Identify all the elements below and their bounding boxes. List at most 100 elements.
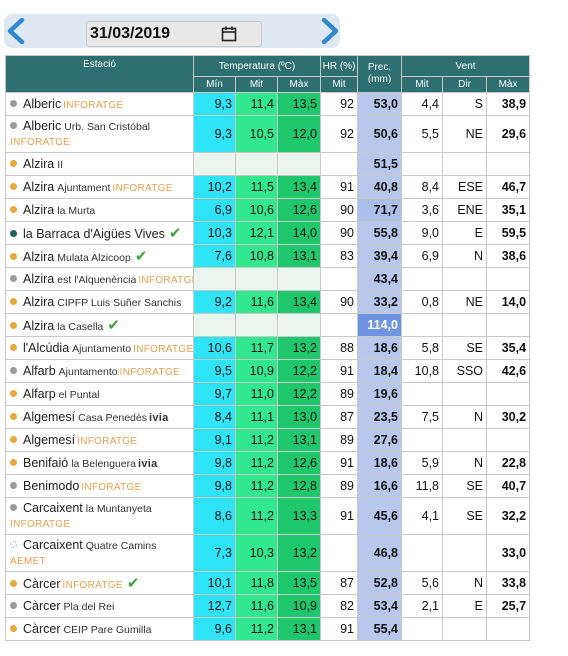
station-name[interactable]: Algemesí (23, 433, 76, 447)
chevron-left-icon[interactable] (6, 18, 28, 44)
station-cell[interactable]: Alfarp el Puntal (5, 382, 194, 406)
table-row[interactable]: Alzira CIPFP Luis Suñer Sanchis 9,2 11,6 13,… (5, 290, 531, 314)
station-cell[interactable]: Algemesí INFORATGE (5, 428, 194, 452)
station-cell[interactable]: Alzira Mulata Alzicoop ✔ (5, 244, 194, 268)
station-cell[interactable]: Alzira est l'Alquenència INFORATGE (5, 267, 194, 291)
col-precipitation[interactable]: Prec. (mm) (357, 55, 403, 93)
col-wind-dir[interactable]: Dir (442, 76, 488, 93)
wind-dir-cell: NE (442, 115, 488, 153)
precipitation-cell: 52,8 (357, 571, 403, 595)
table-row[interactable]: Alberic Urb. San Cristóbal INFORATGE 9,3 10,… (5, 115, 531, 153)
table-row[interactable]: l'Alcúdia Ajuntamento INFORATGE 10,6 11,7 13,… (5, 336, 531, 360)
station-cell[interactable]: Alzira CIPFP Luis Suñer Sanchis (5, 290, 194, 314)
station-name[interactable]: Càrcer (23, 599, 61, 613)
station-name[interactable]: Alzira (23, 295, 55, 309)
station-cell[interactable]: Alzira la Casella ✔ (5, 313, 194, 337)
wind-mit-cell: 6,9 (401, 244, 444, 268)
station-name[interactable]: Alzira (23, 203, 55, 217)
wind-dir-cell: N (442, 571, 488, 595)
col-temp-mit[interactable]: Mit (235, 76, 278, 93)
table-row[interactable]: Càrcer CEIP Pare Gumilla 9,6 11,2 13,1 91 55,4 (5, 617, 531, 641)
col-wind-max[interactable]: Màx (486, 76, 531, 93)
temp-max-cell: 13,2 (276, 336, 322, 360)
station-name[interactable]: Alfarb (23, 364, 56, 378)
date-input[interactable]: 31/03/2019 (86, 21, 262, 47)
station-cell[interactable]: Càrcer INFORATGE ✔ (5, 571, 194, 595)
station-name[interactable]: Alzira (23, 157, 55, 171)
table-row[interactable]: Carcaixent la Muntanyeta INFORATGE 8,6 11,2 1… (5, 497, 531, 535)
station-name[interactable]: Alberic (23, 97, 62, 111)
precipitation-cell: 51,5 (357, 152, 403, 176)
col-temp-min[interactable]: Mín (193, 76, 236, 93)
station-name[interactable]: la Barraca d'Aigües Vives (23, 227, 165, 241)
station-cell[interactable]: Alberic Urb. San Cristóbal INFORATGE (5, 115, 194, 153)
table-row[interactable]: Algemesí INFORATGE 9,1 11,2 13,1 89 27,6 (5, 428, 531, 452)
station-network-tag: INFORATGE (81, 482, 142, 493)
temp-mit-cell: 11,8 (235, 571, 278, 595)
wind-dir-cell (442, 428, 488, 452)
station-name[interactable]: Càrcer (23, 622, 61, 636)
station-name[interactable]: Benifaió (23, 456, 69, 470)
table-row[interactable]: Alzira la Murta 6,9 10,6 12,6 90 71,7 3,6 ENE 35,… (5, 198, 531, 222)
station-cell[interactable]: Alberic INFORATGE (5, 92, 194, 116)
table-row[interactable]: Alfarp el Puntal 9,7 11,0 12,2 89 19,6 (5, 382, 531, 406)
table-row[interactable]: Alzira Ajuntament INFORATGE 10,2 11,5 13,4 91 4… (5, 175, 531, 199)
table-row[interactable]: Benimodo INFORATGE 9,8 11,2 12,8 89 16,6 11,8 SE… (5, 474, 531, 498)
chevron-right-icon[interactable] (318, 18, 340, 44)
station-name[interactable]: l'Alcúdia (23, 341, 70, 355)
temp-min-cell (193, 313, 236, 337)
table-row[interactable]: Alzira Mulata Alzicoop ✔ 7,6 10,8 13,1 83 39,4 6… (5, 244, 531, 268)
table-row[interactable]: Càrcer INFORATGE ✔ 10,1 11,8 13,5 87 52,8 5,6 N 33… (5, 571, 531, 595)
humidity-cell: 87 (320, 405, 359, 429)
wind-max-cell (486, 313, 531, 337)
table-row[interactable]: Alberic INFORATGE 9,3 11,4 13,5 92 53,0 4,4 S 38,… (5, 92, 531, 116)
station-cell[interactable]: Carcaixent Quatre Camins AEMET (5, 534, 194, 572)
precipitation-cell: 19,6 (357, 382, 403, 406)
station-cell[interactable]: Càrcer Pla del Rei (5, 594, 194, 618)
precipitation-cell: 27,6 (357, 428, 403, 452)
wind-dir-cell: N (442, 405, 488, 429)
station-name[interactable]: Carcaixent (23, 500, 83, 515)
station-name[interactable]: Alberic (23, 118, 62, 133)
station-location: la Casella (57, 321, 104, 333)
table-row[interactable]: Alzira est l'Alquenència INFORATGE 43,4 (5, 267, 531, 291)
table-row[interactable]: Alzira la Casella ✔ 114,0 (5, 313, 531, 337)
station-cell[interactable]: l'Alcúdia Ajuntamento INFORATGE (5, 336, 194, 360)
wind-dir-cell: N (442, 244, 488, 268)
station-name[interactable]: Algemesí (23, 410, 76, 424)
humidity-cell: 89 (320, 474, 359, 498)
table-row[interactable]: Alfarb Ajuntamento INFORATGE 9,5 10,9 12,2 91 1… (5, 359, 531, 383)
station-name[interactable]: Alzira (23, 250, 55, 264)
station-cell[interactable]: Alfarb Ajuntamento INFORATGE (5, 359, 194, 383)
table-row[interactable]: Alzira II 51,5 (5, 152, 531, 176)
station-cell[interactable]: Alzira Ajuntament INFORATGE (5, 175, 194, 199)
station-cell[interactable]: Alzira la Murta (5, 198, 194, 222)
col-wind-mit[interactable]: Mit (401, 76, 444, 93)
station-name[interactable]: Carcaixent (23, 537, 83, 552)
station-name[interactable]: Alfarp (23, 387, 56, 401)
wind-max-cell: 32,2 (486, 497, 531, 535)
station-cell[interactable]: Càrcer CEIP Pare Gumilla (5, 617, 194, 641)
col-temp-max[interactable]: Màx (276, 76, 322, 93)
calendar-icon[interactable] (221, 26, 237, 42)
col-hr-mit[interactable]: Mit (320, 76, 359, 93)
station-name[interactable]: Alzira (23, 319, 55, 333)
station-cell[interactable]: la Barraca d'Aigües Vives ✔ (5, 221, 194, 245)
station-name[interactable]: Càrcer (23, 577, 61, 591)
temp-max-cell: 13,1 (276, 244, 322, 268)
table-row[interactable]: Carcaixent Quatre Camins AEMET 7,3 10,3 13,2 4… (5, 534, 531, 572)
table-row[interactable]: Algemesí Casa Penedès ivia 8,4 11,1 13,0 87 23,… (5, 405, 531, 429)
station-cell[interactable]: Algemesí Casa Penedès ivia (5, 405, 194, 429)
col-station[interactable]: Estació (5, 55, 194, 93)
table-row[interactable]: Benifaió la Belenguera ivia 9,8 11,2 12,6 91 18… (5, 451, 531, 475)
wind-max-cell: 35,4 (486, 336, 531, 360)
table-row[interactable]: Càrcer Pla del Rei 12,7 11,6 10,9 82 53,4 2,1 E 2… (5, 594, 531, 618)
station-cell[interactable]: Carcaixent la Muntanyeta INFORATGE (5, 497, 194, 535)
station-name[interactable]: Benimodo (23, 479, 80, 493)
station-cell[interactable]: Benimodo INFORATGE (5, 474, 194, 498)
station-cell[interactable]: Alzira II (5, 152, 194, 176)
station-cell[interactable]: Benifaió la Belenguera ivia (5, 451, 194, 475)
station-name[interactable]: Alzira (23, 272, 55, 286)
station-name[interactable]: Alzira (23, 180, 55, 194)
table-row[interactable]: la Barraca d'Aigües Vives ✔ 10,3 12,1 14,0 90… (5, 221, 531, 245)
